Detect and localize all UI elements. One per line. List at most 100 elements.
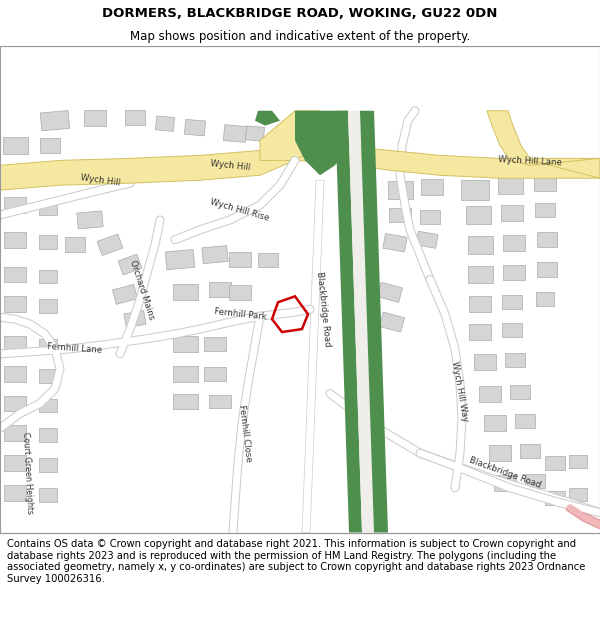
Bar — [388, 181, 413, 199]
Bar — [4, 232, 26, 248]
Bar — [173, 336, 197, 352]
Bar — [118, 254, 142, 275]
Bar — [535, 202, 555, 217]
Bar — [502, 296, 522, 309]
Bar — [4, 296, 26, 312]
Bar — [39, 428, 57, 442]
Bar — [501, 205, 523, 221]
Bar — [39, 369, 57, 382]
Bar — [39, 458, 57, 472]
Bar — [173, 284, 197, 300]
Bar — [165, 249, 195, 270]
Bar — [510, 384, 530, 399]
Bar — [84, 110, 106, 126]
Text: Wych Hill: Wych Hill — [209, 159, 250, 172]
Bar — [421, 179, 443, 195]
Bar — [520, 444, 540, 458]
Bar — [124, 311, 146, 328]
Bar — [497, 176, 523, 194]
Bar — [379, 312, 404, 332]
Bar — [39, 299, 57, 313]
Bar — [258, 253, 278, 266]
Bar — [416, 231, 438, 248]
Bar — [223, 125, 247, 142]
Bar — [229, 252, 251, 267]
Bar — [377, 282, 403, 302]
Bar — [502, 323, 522, 337]
Bar — [461, 180, 489, 200]
Bar — [4, 266, 26, 282]
Text: Court Green Heights: Court Green Heights — [22, 432, 35, 514]
Bar — [466, 206, 491, 224]
Bar — [383, 234, 407, 252]
Text: Blackbridge Road: Blackbridge Road — [468, 456, 542, 490]
Text: Wych Hill Way: Wych Hill Way — [450, 361, 470, 423]
Text: Fernhill Lane: Fernhill Lane — [47, 342, 103, 356]
Text: Blackbridge Road: Blackbridge Road — [314, 271, 331, 348]
Polygon shape — [360, 111, 388, 532]
Bar — [537, 262, 557, 277]
Bar — [489, 445, 511, 461]
Bar — [40, 138, 60, 153]
Text: Wych Hill: Wych Hill — [80, 173, 121, 188]
Bar — [569, 454, 587, 468]
Bar — [4, 336, 26, 352]
Bar — [39, 488, 57, 502]
Bar — [537, 232, 557, 248]
Polygon shape — [487, 111, 600, 178]
Bar — [173, 394, 197, 409]
Bar — [39, 339, 57, 353]
Bar — [155, 116, 175, 131]
Bar — [4, 396, 26, 411]
Polygon shape — [335, 111, 362, 532]
Bar — [467, 236, 493, 254]
Bar — [469, 324, 491, 340]
Text: Wych Hill Lane: Wych Hill Lane — [498, 155, 562, 168]
Bar — [569, 488, 587, 501]
Text: Orchard Mains: Orchard Mains — [128, 258, 156, 321]
Bar — [4, 168, 26, 183]
Bar — [474, 354, 496, 370]
Bar — [209, 282, 231, 297]
Polygon shape — [0, 141, 295, 190]
Text: Contains OS data © Crown copyright and database right 2021. This information is : Contains OS data © Crown copyright and d… — [7, 539, 586, 584]
Bar — [173, 366, 197, 382]
Bar — [4, 366, 26, 382]
Polygon shape — [260, 111, 330, 161]
Bar — [204, 367, 226, 381]
Bar — [484, 416, 506, 431]
Bar — [65, 238, 85, 252]
Bar — [545, 456, 565, 470]
Bar — [38, 170, 58, 184]
Polygon shape — [255, 111, 280, 126]
Bar — [467, 266, 493, 283]
Bar — [479, 386, 501, 401]
Bar — [97, 234, 123, 256]
Bar — [39, 269, 57, 283]
Bar — [469, 296, 491, 312]
Bar — [4, 485, 26, 501]
Text: Fernhill Close: Fernhill Close — [237, 404, 253, 462]
Bar — [112, 284, 137, 304]
Bar — [503, 264, 525, 281]
Bar — [4, 426, 26, 441]
Bar — [77, 211, 103, 229]
Polygon shape — [295, 141, 600, 178]
Bar — [204, 337, 226, 351]
Text: DORMERS, BLACKBRIDGE ROAD, WOKING, GU22 0DN: DORMERS, BLACKBRIDGE ROAD, WOKING, GU22 … — [103, 8, 497, 21]
Bar — [39, 235, 57, 249]
Bar — [534, 175, 556, 191]
Bar — [525, 474, 545, 488]
Bar — [229, 285, 251, 300]
Polygon shape — [302, 180, 324, 532]
Bar — [494, 475, 516, 491]
Bar — [4, 197, 26, 213]
Polygon shape — [348, 111, 374, 532]
Bar — [245, 126, 265, 141]
Bar — [125, 110, 145, 125]
Bar — [2, 136, 28, 154]
Bar — [515, 414, 535, 428]
Bar — [184, 119, 206, 136]
Bar — [503, 235, 525, 251]
Bar — [209, 394, 231, 409]
